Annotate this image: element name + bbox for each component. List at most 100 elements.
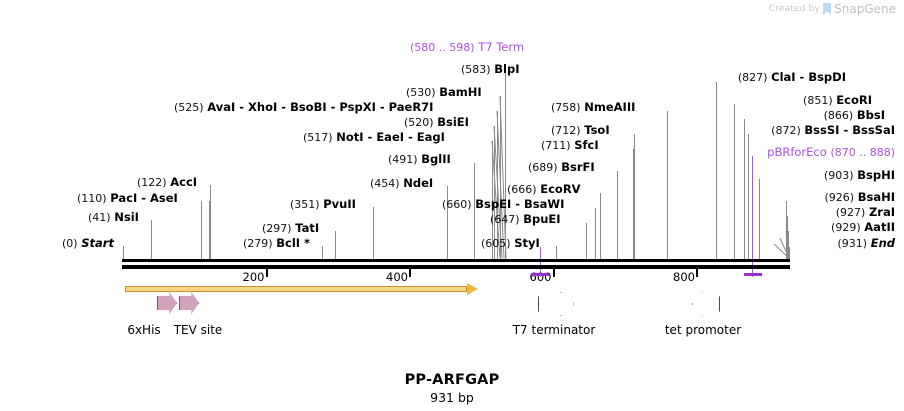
enzyme-site-label-bamhi[interactable]: (530) BamHI <box>406 86 482 99</box>
enzyme-leader-line <box>373 207 374 259</box>
enzyme-site-label-t7term[interactable]: (580 .. 598) T7 Term <box>410 41 524 54</box>
site-name: BpuEI <box>523 212 561 226</box>
site-position: (0) <box>62 237 78 250</box>
enzyme-site-label-zrai[interactable]: (927) ZraI <box>836 206 895 219</box>
enzyme-site-label-bsiei[interactable]: (520) BsiEI <box>404 116 469 129</box>
enzyme-site-label-acci[interactable]: (122) AccI <box>137 176 197 189</box>
enzyme-leader-line <box>474 163 475 259</box>
enzyme-site-label-blpi[interactable]: (583) BlpI <box>461 63 519 76</box>
enzyme-site-label-ecori[interactable]: (851) EcoRI <box>803 94 872 107</box>
site-position: (866) <box>823 109 854 122</box>
site-position: (122) <box>137 176 167 189</box>
enzyme-site-label-aatii[interactable]: (929) AatII <box>831 221 895 234</box>
backbone-strand-bottom <box>122 265 790 269</box>
enzyme-site-label-styi[interactable]: (605) StyI <box>481 237 540 250</box>
site-name: SfcI <box>574 138 599 152</box>
enzyme-leader-line <box>123 246 124 259</box>
site-position: (605) <box>481 237 511 250</box>
enzyme-site-label-bsahi[interactable]: (926) BsaHI <box>824 191 895 204</box>
site-name: NmeAIII <box>584 100 636 114</box>
site-name: BspEI - BsaWI <box>475 197 565 211</box>
enzyme-site-label-pvuii[interactable]: (351) PvuII <box>290 198 356 211</box>
enzyme-leader-line <box>447 186 448 259</box>
snapgene-flag-icon <box>823 3 831 15</box>
enzyme-site-label-ndei[interactable]: (454) NdeI <box>370 177 433 190</box>
site-name: StyI <box>514 236 540 250</box>
site-position: (297) <box>262 222 292 235</box>
site-position: (279) <box>243 237 273 250</box>
enzyme-site-label-bsrfi[interactable]: (689) BsrFI <box>528 161 595 174</box>
enzyme-site-label-bpuei[interactable]: (647) BpuEI <box>490 213 561 226</box>
ruler-tick-label: 200 <box>242 270 265 284</box>
enzyme-site-label-end[interactable]: (931) End <box>837 237 895 250</box>
t7-term-bar[interactable] <box>531 273 549 276</box>
site-position: (870 .. 888) <box>830 146 895 159</box>
enzyme-leader-line <box>201 201 202 259</box>
site-name: BsaHI <box>857 190 895 204</box>
enzyme-site-label-paci-asei[interactable]: (110) PacI - AseI <box>77 192 178 205</box>
enzyme-leader-line <box>209 201 210 259</box>
site-position: (525) <box>174 101 204 114</box>
ruler-tick <box>409 269 411 277</box>
enzyme-site-label-noti[interactable]: (517) NotI - EaeI - EagI <box>303 131 445 144</box>
enzyme-site-label-nmeaiii[interactable]: (758) NmeAIII <box>551 101 635 114</box>
site-position: (351) <box>290 198 320 211</box>
enzyme-leader-line <box>151 220 152 259</box>
enzyme-site-label-pbrforeco[interactable]: pBRforEco (870 .. 888) <box>767 146 895 159</box>
enzyme-leader-line <box>716 82 717 259</box>
site-position: (689) <box>528 161 558 174</box>
enzyme-leader-line <box>322 246 323 259</box>
snapgene-watermark: Created by SnapGene <box>769 2 896 16</box>
enzyme-site-label-bcli[interactable]: (279) BclI * <box>243 237 310 250</box>
site-position: (666) <box>507 183 537 196</box>
enzyme-site-label-nsii[interactable]: (41) NsiI <box>88 211 139 224</box>
enzyme-site-label-bglii[interactable]: (491) BglII <box>388 153 451 166</box>
site-position: (931) <box>837 237 868 250</box>
site-name: NsiI <box>114 210 139 224</box>
feature-label: T7 terminator <box>512 323 596 337</box>
enzyme-leader-line <box>586 223 587 259</box>
orf-arrow-body[interactable] <box>125 286 467 292</box>
enzyme-site-label-start[interactable]: (0) Start <box>62 237 114 250</box>
feature-marker-line <box>752 156 754 277</box>
feature-arrow-icon <box>157 292 177 314</box>
site-name: TsoI <box>584 123 610 137</box>
enzyme-leader-line <box>210 185 211 259</box>
enzyme-site-label-ecorv[interactable]: (666) EcoRV <box>507 183 581 196</box>
site-name: NotI - EaeI - EagI <box>336 130 445 144</box>
enzyme-leader-line <box>786 201 787 259</box>
enzyme-leader-line <box>759 179 760 259</box>
enzyme-leader-line <box>556 246 557 259</box>
site-name: BspHI <box>857 168 895 182</box>
site-name: NdeI <box>403 176 434 190</box>
site-name: PvuII <box>323 197 356 211</box>
enzyme-site-label-bsssi[interactable]: (872) BssSI - BssSaI <box>771 124 895 137</box>
site-position: (491) <box>388 153 418 166</box>
backbone-strand-top <box>122 259 790 262</box>
enzyme-leader-line <box>748 134 749 259</box>
site-position: (758) <box>551 101 581 114</box>
site-position: (110) <box>77 192 107 205</box>
feature-arrow-icon <box>692 292 720 316</box>
enzyme-leader-line <box>505 73 506 259</box>
pbrforeco-bar[interactable] <box>744 273 762 276</box>
enzyme-leader-line <box>734 104 735 259</box>
enzyme-site-label-clai[interactable]: (827) ClaI - BspDI <box>738 71 846 84</box>
orf-arrow-head <box>467 283 478 295</box>
site-name: BlpI <box>494 62 520 76</box>
feature-label: tet promoter <box>664 323 742 337</box>
enzyme-site-label-tati[interactable]: (297) TatI <box>262 222 319 235</box>
feature-marker-line <box>540 247 542 277</box>
enzyme-site-label-bsphi[interactable]: (903) BspHI <box>824 169 895 182</box>
site-name: ClaI - BspDI <box>771 70 846 84</box>
enzyme-site-label-tsoi[interactable]: (712) TsoI <box>551 124 610 137</box>
enzyme-site-label-bspei[interactable]: (660) BspEI - BsaWI <box>442 198 564 211</box>
site-position: (711) <box>541 139 571 152</box>
site-name: AatII <box>864 220 895 234</box>
enzyme-leader-line <box>500 96 501 259</box>
enzyme-site-label-avai[interactable]: (525) AvaI - XhoI - BsoBI - PspXI - PaeR… <box>174 101 433 114</box>
enzyme-site-label-sfci[interactable]: (711) SfcI <box>541 139 599 152</box>
site-name: ZraI <box>868 205 895 219</box>
enzyme-site-label-bbsi[interactable]: (866) BbsI <box>824 109 885 122</box>
